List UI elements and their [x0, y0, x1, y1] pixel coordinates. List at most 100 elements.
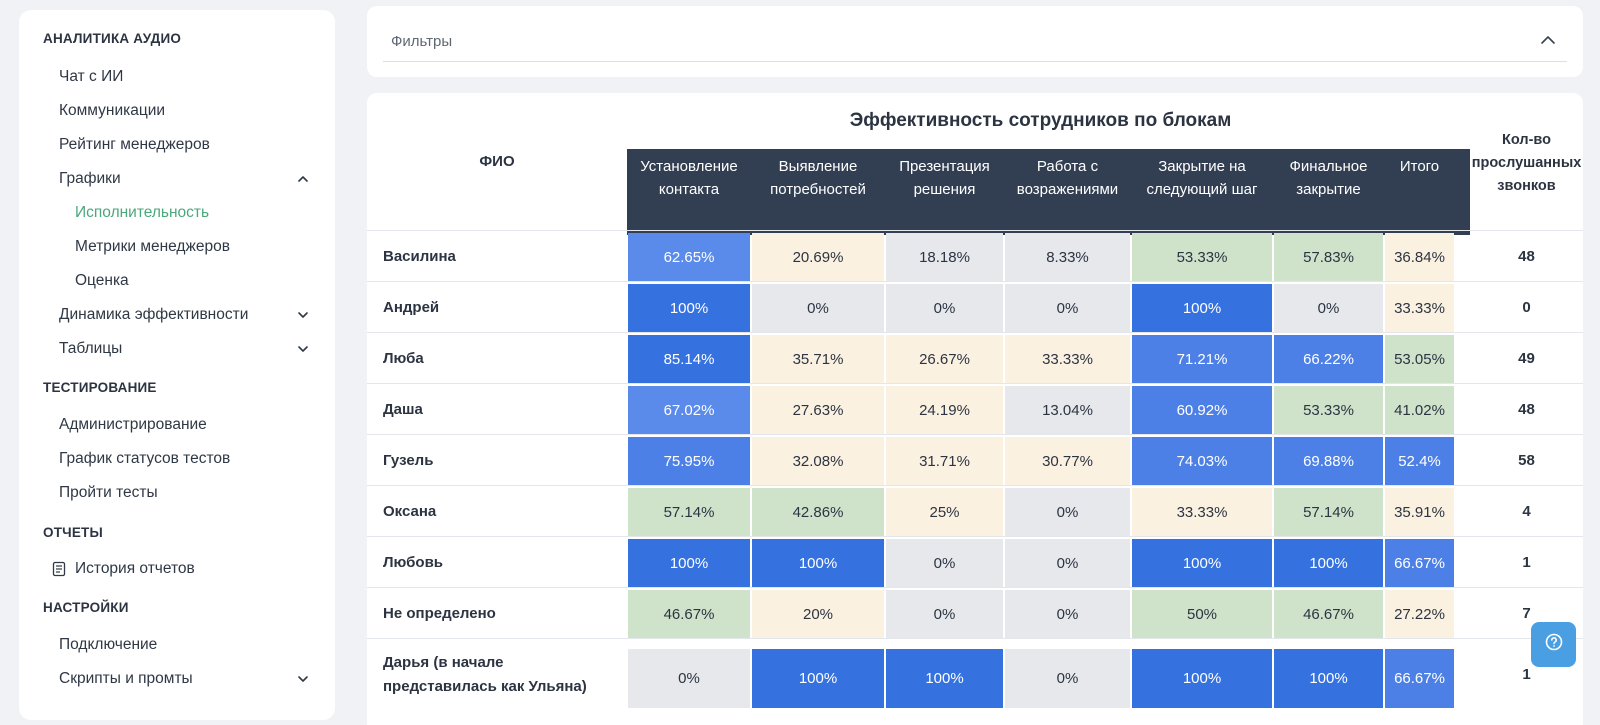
sidebar-item-report-history[interactable]: История отчетов — [51, 557, 311, 581]
score-cell: 85.14% — [628, 335, 750, 383]
score-cell: 0% — [1005, 539, 1130, 587]
column-header: Закрытие на следующий шаг — [1146, 158, 1258, 198]
section-reports: ОТЧЕТЫ — [43, 525, 103, 540]
sidebar-item-label: Коммуникации — [59, 102, 166, 119]
score-cell: 46.67% — [628, 590, 750, 638]
employee-name: Любовь — [383, 553, 444, 571]
sidebar-item-label: Метрики менеджеров — [75, 238, 230, 255]
calls-count: 58 — [1518, 452, 1535, 469]
help-button[interactable] — [1531, 622, 1576, 667]
row-divider — [367, 536, 1583, 537]
score-cell: 67.02% — [628, 386, 750, 434]
score-cell: 24.19% — [886, 386, 1003, 434]
row-divider — [367, 230, 1583, 231]
table-title: Эффективность сотрудников по блокам — [849, 110, 1232, 131]
score-cell: 20% — [752, 590, 884, 638]
score-cell: 69.88% — [1274, 437, 1383, 485]
score-cell: 0% — [1005, 590, 1130, 638]
score-cell: 20.69% — [752, 233, 884, 281]
calls-header: Кол-во прослушанных звонков — [1471, 132, 1582, 194]
score-cell: 100% — [1274, 539, 1383, 587]
filters-title: Фильтры — [391, 33, 453, 50]
score-cell: 26.67% — [886, 335, 1003, 383]
efficiency-table-panel: Эффективность сотрудников по блокам ФИО … — [367, 93, 1583, 725]
sidebar-item-connection[interactable]: Подключение — [59, 633, 311, 657]
sidebar-item-test-status-chart[interactable]: График статусов тестов — [59, 447, 311, 471]
score-cell: 53.05% — [1385, 335, 1454, 383]
chevron-down-icon[interactable] — [295, 671, 311, 687]
section-testing: ТЕСТИРОВАНИЕ — [43, 380, 157, 395]
score-cell: 8.33% — [1005, 233, 1130, 281]
score-cell: 75.95% — [628, 437, 750, 485]
score-cell: 35.71% — [752, 335, 884, 383]
row-divider — [367, 434, 1583, 435]
score-cell: 35.91% — [1385, 488, 1454, 536]
score-cell: 100% — [1132, 649, 1272, 708]
sidebar-item-execution[interactable]: Исполнительность — [75, 201, 311, 225]
sidebar-item-take-tests[interactable]: Пройти тесты — [59, 481, 311, 505]
score-cell: 100% — [752, 649, 884, 708]
sidebar-item-communications[interactable]: Коммуникации — [59, 99, 311, 123]
score-cell: 18.18% — [886, 233, 1003, 281]
sidebar-item-label: Скрипты и промты — [59, 670, 193, 687]
score-cell: 13.04% — [1005, 386, 1130, 434]
sidebar-item-label: Исполнительность — [75, 204, 210, 221]
chevron-up-icon[interactable] — [1539, 31, 1559, 51]
score-cell: 0% — [752, 284, 884, 332]
score-cell: 0% — [886, 539, 1003, 587]
score-cell: 42.86% — [752, 488, 884, 536]
columns-header: Установление контакта Выявление потребнос… — [627, 149, 1470, 235]
row-divider — [367, 383, 1583, 384]
calls-count: 0 — [1522, 299, 1531, 316]
table-row: Оксана 57.14% 42.86% 25% 0% 33.33% 57.14% 35.91… — [367, 486, 1583, 537]
column-header: Выявление потребностей — [770, 158, 866, 198]
sidebar-item-label: Пройти тесты — [59, 484, 158, 501]
score-cell: 71.21% — [1132, 335, 1272, 383]
score-cell: 100% — [628, 284, 750, 332]
sidebar-item-label: Таблицы — [59, 340, 123, 357]
chevron-up-icon[interactable] — [295, 171, 311, 187]
score-cell: 0% — [1005, 649, 1130, 708]
sidebar-item-chat[interactable]: Чат с ИИ — [59, 65, 311, 89]
sidebar-item-scripts[interactable]: Скрипты и промты — [59, 667, 311, 691]
sidebar-item-charts[interactable]: Графики — [59, 167, 311, 191]
sidebar-item-evaluation[interactable]: Оценка — [75, 269, 311, 293]
score-cell: 53.33% — [1274, 386, 1383, 434]
score-cell: 0% — [886, 590, 1003, 638]
sidebar-item-label: Чат с ИИ — [59, 68, 124, 85]
chevron-down-icon[interactable] — [295, 341, 311, 357]
sidebar-item-metrics[interactable]: Метрики менеджеров — [75, 235, 311, 259]
employee-name: Оксана — [383, 502, 437, 520]
score-cell: 74.03% — [1132, 437, 1272, 485]
row-divider — [367, 638, 1583, 639]
employee-name: Дарья (в начале представилась как Ульяна… — [383, 654, 587, 695]
column-header: Презентация решения — [899, 158, 990, 198]
sidebar-item-dynamics[interactable]: Динамика эффективности — [59, 303, 311, 327]
table-row: Дарья (в начале представилась как Ульяна… — [367, 639, 1583, 710]
sidebar-item-rating[interactable]: Рейтинг менеджеров — [59, 133, 311, 157]
score-cell: 41.02% — [1385, 386, 1454, 434]
score-cell: 62.65% — [628, 233, 750, 281]
fio-header: ФИО — [479, 153, 515, 170]
score-cell: 100% — [628, 539, 750, 587]
chevron-down-icon[interactable] — [295, 307, 311, 323]
score-cell: 33.33% — [1385, 284, 1454, 332]
row-divider — [367, 587, 1583, 588]
sidebar-item-administration[interactable]: Администрирование — [59, 413, 311, 437]
score-cell: 0% — [1005, 284, 1130, 332]
score-cell: 33.33% — [1132, 488, 1272, 536]
sidebar-item-tables[interactable]: Таблицы — [59, 337, 311, 361]
score-cell: 100% — [752, 539, 884, 587]
score-cell: 100% — [1132, 284, 1272, 332]
row-divider — [367, 485, 1583, 486]
score-cell: 66.22% — [1274, 335, 1383, 383]
score-cell: 46.67% — [1274, 590, 1383, 638]
employee-name: Люба — [383, 349, 424, 367]
calls-count: 1 — [1522, 666, 1531, 683]
score-cell: 32.08% — [752, 437, 884, 485]
column-header: Установление контакта — [640, 158, 738, 198]
score-cell: 60.92% — [1132, 386, 1272, 434]
table-row: Андрей 100% 0% 0% 0% 100% 0% 33.33% 0 — [367, 282, 1583, 333]
filters-panel[interactable]: Фильтры — [367, 6, 1583, 77]
calls-count: 1 — [1522, 554, 1531, 571]
